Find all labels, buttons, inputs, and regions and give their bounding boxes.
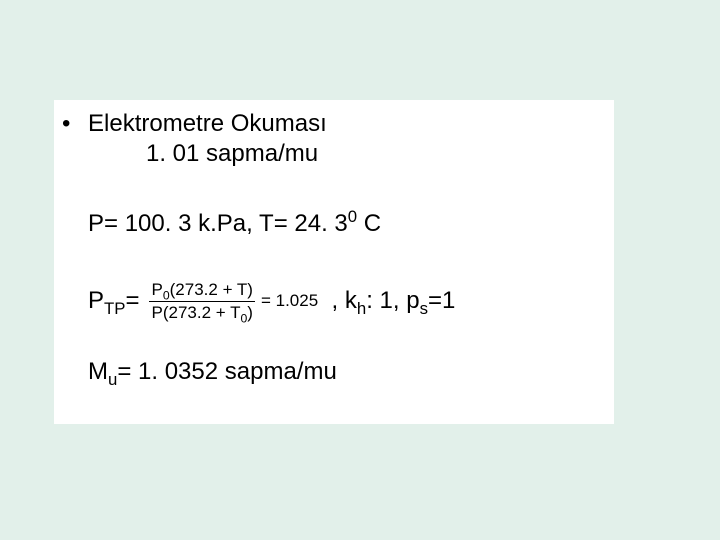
- ptp-frac-num: P0(273.2 + T): [149, 280, 254, 301]
- t-exponent: 0: [348, 207, 357, 226]
- mu-line: Mu= 1. 0352 sapma/mu: [88, 358, 337, 387]
- frac-num-rest: (273.2 + T): [170, 280, 253, 299]
- frac-num-p: P: [151, 280, 162, 299]
- mu-base: M: [88, 358, 108, 385]
- ptp-after: , kh: 1, ps=1: [318, 287, 455, 316]
- ptp-lhs: PTP=: [88, 287, 139, 316]
- ptp-eq-val: = 1.025: [261, 291, 318, 311]
- title-text: Elektrometre Okuması: [88, 110, 327, 137]
- ptp-lhs-eq: =: [125, 287, 139, 314]
- ptp-lhs-base: P: [88, 287, 104, 314]
- ptp-frac-den: P(273.2 + T0): [149, 301, 254, 323]
- p-label: P=: [88, 210, 125, 237]
- frac-den-b: ): [247, 303, 253, 322]
- pt-sep: ,: [246, 210, 259, 237]
- content-box: • Elektrometre Okuması 1. 01 sapma/mu P=…: [54, 100, 614, 424]
- t-unit: C: [357, 210, 381, 237]
- ptp-formula-line: PTP= P0(273.2 + T) P(273.2 + T0) = 1.025…: [88, 280, 455, 322]
- title-line: Elektrometre Okuması: [88, 110, 327, 139]
- t-label: T=: [259, 210, 294, 237]
- kh-val: : 1, p: [366, 287, 419, 314]
- slide: • Elektrometre Okuması 1. 01 sapma/mu P=…: [0, 0, 720, 540]
- ptp-after-text: , k: [332, 287, 357, 314]
- ps-val: =1: [428, 287, 455, 314]
- mu-rest: = 1. 0352 sapma/mu: [117, 358, 336, 385]
- pressure-temperature-line: P= 100. 3 k.Pa, T= 24. 30 C: [88, 210, 381, 239]
- bullet-dot: •: [62, 110, 70, 139]
- kh-sub: h: [357, 298, 366, 317]
- deflection-value: 1. 01 sapma/mu: [146, 140, 318, 167]
- deflection-line: 1. 01 sapma/mu: [146, 140, 318, 169]
- ptp-lhs-sub: TP: [104, 298, 125, 317]
- ptp-fraction: P0(273.2 + T) P(273.2 + T0): [149, 280, 254, 322]
- frac-den-a: P(273.2 + T: [151, 303, 240, 322]
- p-value: 100. 3 k.Pa: [125, 210, 246, 237]
- ps-sub: s: [420, 298, 428, 317]
- t-value: 24. 3: [294, 210, 347, 237]
- bullet-row: •: [62, 110, 84, 139]
- mu-sub: u: [108, 370, 117, 389]
